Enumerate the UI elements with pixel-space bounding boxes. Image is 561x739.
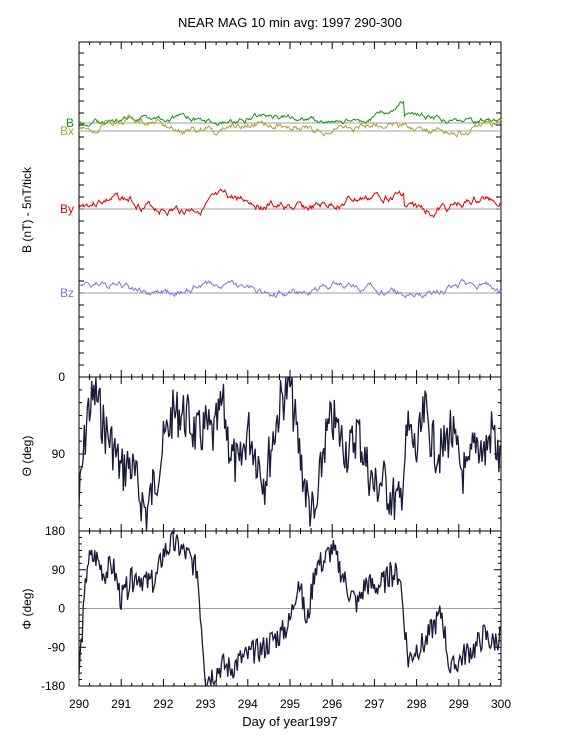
x-tick-labels: 290 291 292 293 294 295 296 297 298 299 300 xyxy=(69,697,511,711)
series-label-by: By xyxy=(60,202,74,216)
panel2-ytick-label: 90 xyxy=(52,447,66,461)
chart-title: NEAR MAG 10 min avg: 1997 290-300 xyxy=(178,15,402,30)
x-axis-label: Day of year1997 xyxy=(242,714,337,729)
series-line-by xyxy=(78,188,502,218)
x-tick-label: 293 xyxy=(196,697,216,711)
panel3-trace xyxy=(78,530,501,687)
panel3-ytick-label: 0 xyxy=(58,602,65,616)
x-tick-label: 295 xyxy=(280,697,300,711)
series-line-bz xyxy=(78,278,502,299)
panel2-ytick-label: 0 xyxy=(58,370,65,384)
panel3-ytick-label: 90 xyxy=(52,563,66,577)
magnetic-field-panel: BBx By Bz xyxy=(60,41,502,378)
series-label-bx: Bx xyxy=(60,124,74,138)
series-line-b xyxy=(78,100,502,127)
panel2-trace xyxy=(78,376,501,532)
panel1-ylabel: B (nT) - 5nT/tick xyxy=(20,166,34,253)
panel2-ylabel: Θ (deg) xyxy=(20,436,34,477)
x-tick-label: 294 xyxy=(238,697,258,711)
panel3-trace-light xyxy=(78,531,501,687)
panel3-ytick-label: 180 xyxy=(45,524,65,538)
x-tick-label: 290 xyxy=(69,697,89,711)
phi-panel: 180 90 0 -90 -180 xyxy=(41,524,502,693)
panel3-ylabel: Φ (deg) xyxy=(20,589,34,630)
theta-panel: 0 90 xyxy=(52,370,502,532)
x-tick-label: 299 xyxy=(449,697,469,711)
series-label-bz: Bz xyxy=(60,286,74,300)
x-tick-label: 292 xyxy=(153,697,173,711)
series-line-bx xyxy=(78,113,502,138)
x-tick-label: 298 xyxy=(407,697,427,711)
x-tick-label: 296 xyxy=(322,697,342,711)
x-tick-label: 300 xyxy=(491,697,511,711)
series-label-b: B xyxy=(66,116,74,130)
x-tick-label: 291 xyxy=(111,697,131,711)
x-tick-label: 297 xyxy=(364,697,384,711)
panel3-ytick-label: -180 xyxy=(41,679,65,693)
panel3-ytick-label: -90 xyxy=(48,640,66,654)
